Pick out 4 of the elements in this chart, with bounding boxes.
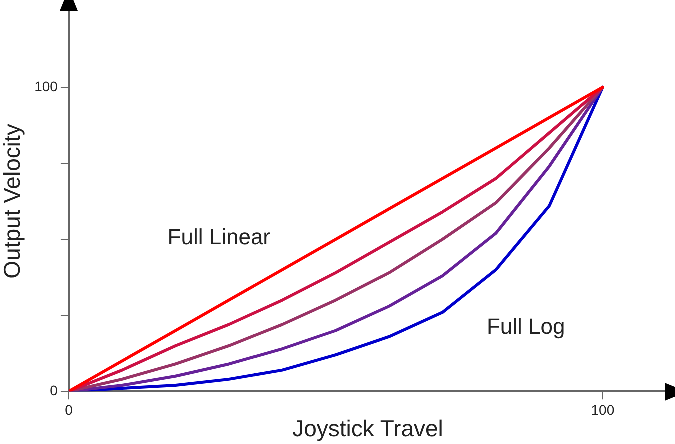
series-label: Full Linear (168, 224, 271, 250)
x-axis-title: Joystick Travel (292, 416, 444, 442)
y-axis-title: Output Velocity (0, 124, 26, 279)
series-label: Full Log (486, 314, 566, 339)
